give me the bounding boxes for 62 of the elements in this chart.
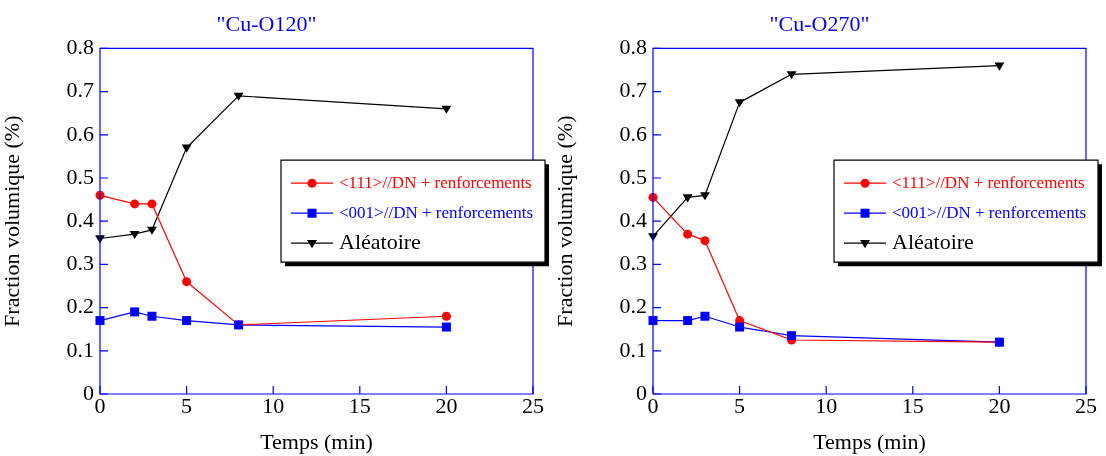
y-tick-label: 0.1	[66, 336, 94, 362]
x-tick-label: 20	[435, 392, 458, 418]
point	[786, 71, 797, 80]
x-tick-label: 25	[522, 392, 544, 418]
y-axis-title: Fraction volumique (%)	[551, 115, 577, 327]
point	[147, 199, 157, 209]
y-tick-label: 0.4	[66, 206, 94, 232]
legend-label: Aléatoire	[339, 228, 421, 254]
point	[683, 229, 693, 239]
point	[182, 277, 192, 287]
y-axis-title: Fraction volumique (%)	[0, 115, 24, 327]
point	[700, 311, 710, 321]
y-tick-label: 0.6	[619, 120, 647, 146]
point	[233, 92, 244, 101]
point	[181, 144, 192, 153]
point	[734, 99, 745, 108]
y-tick-label: 0.8	[66, 34, 94, 60]
chart-title: "Cu-O270"	[769, 10, 870, 36]
point	[735, 322, 745, 332]
point	[682, 194, 693, 203]
x-tick-label: 5	[181, 392, 193, 418]
x-tick-label: 15	[901, 392, 924, 418]
x-tick-label: 10	[262, 392, 285, 418]
y-tick-label: 0.7	[619, 77, 647, 103]
legend-label: <001>//DN + renforcements	[339, 202, 534, 222]
point	[994, 62, 1005, 71]
point	[700, 236, 710, 246]
x-tick-label: 15	[348, 392, 371, 418]
point	[441, 322, 451, 332]
y-tick-label: 0.5	[66, 163, 94, 189]
y-tick-label: 0.2	[619, 293, 647, 319]
x-axis-title: Temps (min)	[260, 428, 373, 454]
point	[441, 311, 451, 321]
point	[130, 199, 140, 209]
legend-label: <001>//DN + renforcements	[892, 202, 1087, 222]
y-tick-label: 0.1	[619, 336, 647, 362]
y-tick-label: 0.4	[619, 206, 647, 232]
legend-label: Aléatoire	[892, 228, 974, 254]
point	[700, 192, 710, 201]
legend-label: <111>//DN + renforcements	[339, 172, 532, 192]
y-tick-label: 0.5	[619, 163, 647, 189]
y-tick-label: 0.2	[66, 293, 94, 319]
point	[129, 231, 140, 240]
chart-title: "Cu-O120"	[216, 10, 317, 36]
point	[441, 105, 452, 114]
point	[182, 316, 192, 326]
y-tick-label: 0.7	[66, 77, 94, 103]
x-tick-label: 10	[815, 392, 838, 418]
x-tick-label: 5	[734, 392, 746, 418]
x-axis-title: Temps (min)	[813, 428, 926, 454]
y-tick-label: 0.6	[66, 120, 94, 146]
x-tick-label: 25	[1075, 392, 1097, 418]
y-tick-label: 0.3	[619, 250, 647, 276]
point	[147, 226, 157, 235]
point	[147, 311, 157, 321]
y-tick-label: 0.3	[66, 250, 94, 276]
point	[787, 331, 797, 341]
point	[683, 316, 693, 326]
point	[130, 307, 140, 317]
legend-label: <111>//DN + renforcements	[892, 172, 1085, 192]
y-tick-label: 0.8	[619, 34, 647, 60]
x-tick-label: 20	[988, 392, 1011, 418]
